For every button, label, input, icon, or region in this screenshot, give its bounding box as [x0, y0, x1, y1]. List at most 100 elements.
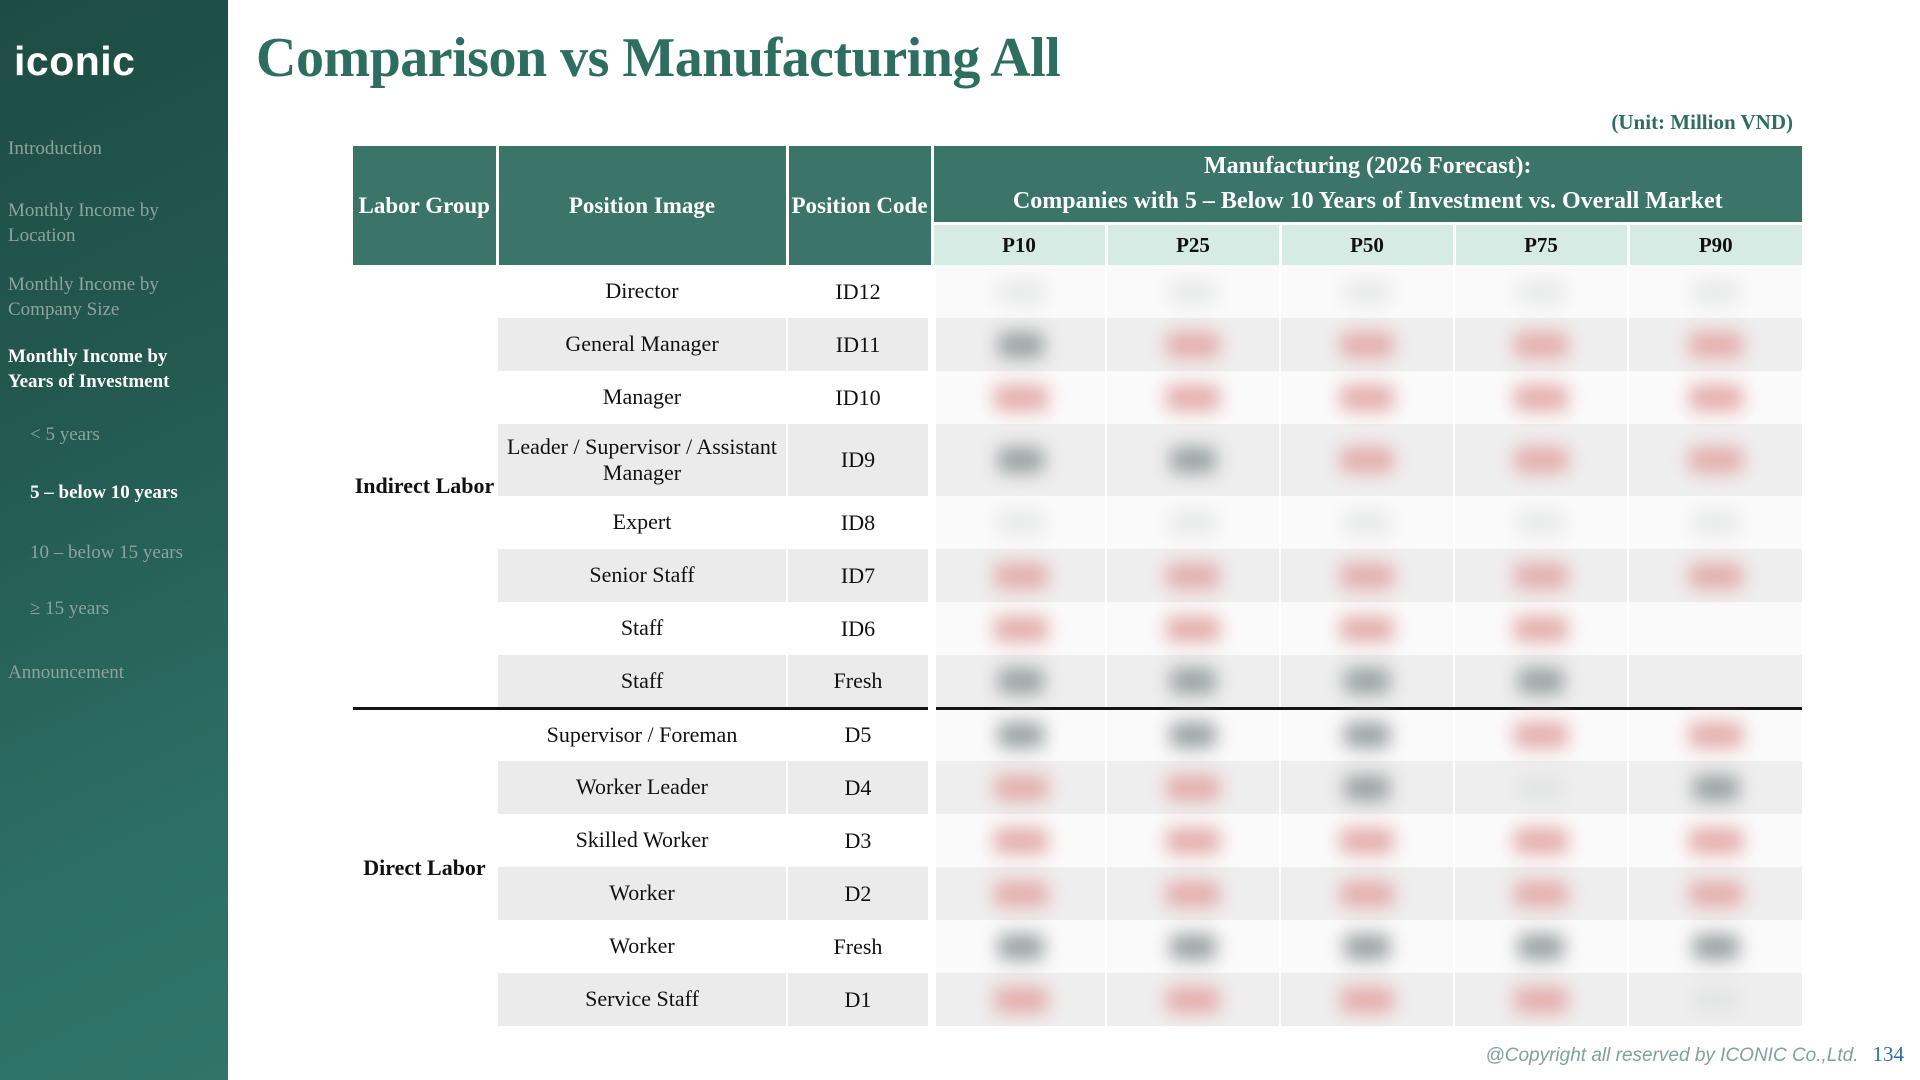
- redacted-value-cell: [1280, 867, 1455, 920]
- sidebar-item[interactable]: Announcement: [8, 662, 125, 683]
- redacted-value-cell: [928, 973, 1107, 1026]
- blurred-value: [1170, 722, 1216, 749]
- blurred-value: [1514, 827, 1568, 854]
- col-header-p90: P90: [1628, 223, 1803, 265]
- redacted-value-cell: [1628, 920, 1803, 973]
- position-code-cell: ID12: [787, 265, 933, 318]
- redacted-value-cell: [1454, 318, 1629, 371]
- position-image-cell: Leader / Supervisor / Assistant Manager: [497, 424, 788, 496]
- blurred-value: [1166, 986, 1220, 1013]
- redacted-value-cell: [928, 867, 1107, 920]
- sidebar-item[interactable]: Monthly Income by Company Size: [8, 274, 159, 320]
- redacted-value-cell: [1106, 761, 1281, 814]
- redacted-value-cell: [928, 318, 1107, 371]
- comparison-table: Labor Group Position Image Position Code…: [353, 146, 1803, 1026]
- blurred-value: [1514, 880, 1568, 907]
- blurred-value: [1340, 880, 1394, 907]
- redacted-value-cell: [1628, 265, 1803, 318]
- blurred-value: [1166, 615, 1220, 642]
- redacted-value-cell: [928, 761, 1107, 814]
- redacted-value-cell: [928, 496, 1107, 549]
- position-image-cell: Expert: [497, 496, 788, 549]
- redacted-value-cell: [1106, 655, 1281, 708]
- sidebar: iconic Introduction Monthly Income by Loc…: [0, 0, 228, 1080]
- redacted-value-cell: [1454, 602, 1629, 655]
- redacted-value-cell: [1454, 549, 1629, 602]
- labor-group-cell: Indirect Labor: [353, 265, 498, 708]
- blurred-value: [996, 509, 1045, 536]
- redacted-value-cell: [1280, 318, 1455, 371]
- position-image-cell: Skilled Worker: [497, 814, 788, 867]
- col-header-p50: P50: [1280, 223, 1456, 265]
- blurred-value: [1340, 384, 1394, 411]
- redacted-value-cell: [1106, 371, 1281, 424]
- redacted-value-cell: [928, 424, 1107, 496]
- blurred-value: [1688, 880, 1743, 907]
- position-code-cell: D1: [787, 973, 933, 1026]
- col-header-p10: P10: [932, 223, 1108, 265]
- blurred-value: [1343, 509, 1391, 536]
- labor-group-cell: Direct Labor: [353, 706, 498, 1026]
- sidebar-item[interactable]: 5 – below 10 years: [30, 482, 178, 503]
- blurred-value: [1514, 722, 1568, 749]
- table-header-row: Labor Group Position Image Position Code…: [353, 146, 1803, 265]
- redacted-value-cell: [1280, 973, 1455, 1026]
- position-code-cell: ID11: [787, 318, 933, 371]
- redacted-value-cell: [1106, 814, 1281, 867]
- redacted-value-cell: [928, 265, 1107, 318]
- blurred-value: [1514, 986, 1568, 1013]
- redacted-value-cell: [1106, 424, 1281, 496]
- col-header-p25: P25: [1106, 223, 1282, 265]
- table-row: Service Staff D1: [353, 973, 1803, 1026]
- redacted-value-cell: [1280, 371, 1455, 424]
- sidebar-item[interactable]: ≥ 15 years: [30, 598, 110, 619]
- redacted-value-cell: [1106, 973, 1281, 1026]
- sidebar-item[interactable]: < 5 years: [30, 424, 100, 445]
- table-row: Expert ID8: [353, 496, 1803, 549]
- redacted-value-cell: [1106, 318, 1281, 371]
- redacted-value-cell: [1454, 371, 1629, 424]
- position-code-cell: D4: [787, 761, 933, 814]
- position-image-cell: Worker Leader: [497, 761, 788, 814]
- position-image-cell: Director: [497, 265, 788, 318]
- redacted-value-cell: [1628, 761, 1803, 814]
- redacted-value-cell: [928, 706, 1107, 761]
- blurred-value: [1344, 774, 1390, 801]
- copyright-text: @Copyright all reserved by ICONIC Co.,Lt…: [1485, 1045, 1859, 1066]
- redacted-value-cell: [1628, 424, 1803, 496]
- sidebar-item[interactable]: Monthly Income by Years of Investment: [8, 346, 170, 392]
- sidebar-item[interactable]: Monthly Income by Location: [8, 200, 159, 246]
- redacted-value-cell: [1628, 814, 1803, 867]
- table-row: Direct Labor Supervisor / Foreman D5: [353, 706, 1803, 1026]
- redacted-value-cell: [1454, 814, 1629, 867]
- position-code-cell: ID10: [787, 371, 933, 424]
- position-code-cell: Fresh: [787, 655, 933, 708]
- footer: @Copyright all reserved by ICONIC Co.,Lt…: [1485, 1042, 1904, 1067]
- position-image-cell: Staff: [497, 602, 788, 655]
- manufacturing-header-line2: Companies with 5 – Below 10 Years of Inv…: [1012, 188, 1723, 214]
- table-row: Worker Fresh: [353, 920, 1803, 973]
- blurred-value: [1340, 331, 1394, 358]
- blurred-value: [1688, 447, 1743, 473]
- redacted-value-cell: [1106, 496, 1281, 549]
- table-row: Leader / Supervisor / Assistant Manager I…: [353, 424, 1803, 496]
- blurred-value: [1517, 774, 1565, 801]
- redacted-value-cell: [928, 814, 1107, 867]
- blurred-value: [997, 722, 1044, 749]
- redacted-value-cell: [1106, 920, 1281, 973]
- table-row: Manager ID10: [353, 371, 1803, 424]
- blurred-value: [1170, 447, 1216, 473]
- table-row: General Manager ID11: [353, 318, 1803, 371]
- blurred-value: [1343, 278, 1391, 305]
- blurred-value: [1692, 933, 1739, 960]
- sidebar-item[interactable]: 10 – below 15 years: [30, 542, 184, 563]
- redacted-value-cell: [1628, 318, 1803, 371]
- blurred-value: [993, 986, 1048, 1013]
- position-code-cell: ID8: [787, 496, 933, 549]
- blurred-value: [1688, 562, 1743, 589]
- redacted-value-cell: [1106, 265, 1281, 318]
- sidebar-item[interactable]: Introduction: [8, 138, 102, 159]
- blurred-value: [1688, 331, 1743, 358]
- redacted-value-cell: [1280, 496, 1455, 549]
- table-row: Worker D2: [353, 867, 1803, 920]
